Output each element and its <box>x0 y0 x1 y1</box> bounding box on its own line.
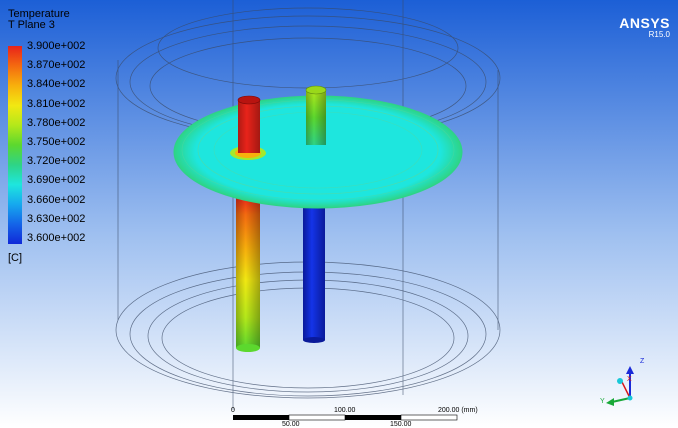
scale-label-200: 200.00 (mm) <box>438 407 478 414</box>
scale-label-100: 100.00 <box>334 407 356 414</box>
legend-unit: [C] <box>8 252 23 264</box>
outlet-pipe-upper <box>305 85 327 145</box>
legend-value: 3.750e+002 <box>27 136 86 148</box>
scale-label-50: 50.00 <box>282 421 300 428</box>
legend-title: Temperature <box>8 8 70 20</box>
scale-bar <box>233 414 458 421</box>
legend-value: 3.720e+002 <box>27 155 86 168</box>
legend-value: 3.870e+002 <box>27 59 86 72</box>
cold-pipe <box>303 200 325 340</box>
legend-colorbar <box>8 46 22 244</box>
brand-name: ANSYS <box>619 15 670 31</box>
legend-value: 3.690e+002 <box>27 174 86 187</box>
legend-value: 3.780e+002 <box>27 116 86 129</box>
ansys-logo: ANSYS R15.0 <box>619 16 670 39</box>
triad-y-label: Y <box>600 398 605 405</box>
legend-subtitle: T Plane 3 <box>8 19 55 31</box>
legend-value: 3.810e+002 <box>27 97 86 110</box>
triad-z-label: Z <box>640 358 645 365</box>
brand-version: R15.0 <box>648 30 670 39</box>
scale-label-150: 150.00 <box>390 421 412 428</box>
legend-value: 3.600e+002 <box>27 232 86 244</box>
hot-pipe-upper <box>237 95 261 153</box>
axis-triad[interactable] <box>606 366 634 406</box>
triad-x-label: X <box>627 376 632 383</box>
legend-value: 3.840e+002 <box>27 78 86 91</box>
scale-label-0: 0 <box>231 407 235 414</box>
hot-pipe-lower <box>236 196 260 352</box>
legend-value: 3.630e+002 <box>27 212 86 225</box>
legend-value: 3.660e+002 <box>27 193 86 206</box>
legend-value: 3.900e+002 <box>27 40 86 52</box>
